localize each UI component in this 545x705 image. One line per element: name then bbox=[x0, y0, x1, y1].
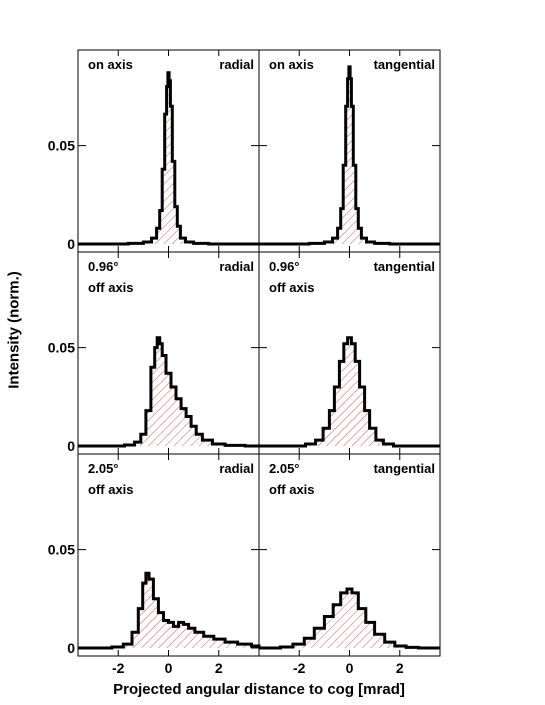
panel-5: 2.05° off axis radial bbox=[77, 453, 261, 657]
x-tick-label: 2 bbox=[396, 660, 404, 676]
panel-label-left: 0.96° bbox=[88, 259, 119, 274]
y-tick-label: 0.05 bbox=[48, 340, 75, 356]
panel-label-left: off axis bbox=[88, 280, 134, 295]
panel-6: 2.05° off axis tangential bbox=[258, 453, 441, 657]
panel-label-left: off axis bbox=[269, 482, 315, 497]
panel-label-left: off axis bbox=[269, 280, 315, 295]
histogram-outline bbox=[259, 65, 440, 246]
histogram-fill bbox=[78, 337, 259, 446]
histogram-outline bbox=[78, 71, 259, 246]
y-tick-label: 0.05 bbox=[48, 138, 75, 154]
histogram-fill bbox=[259, 337, 440, 446]
panel-4: 0.96° off axis tangential bbox=[258, 251, 441, 455]
x-tick-label: 0 bbox=[165, 660, 173, 676]
y-axis-title: Intensity (norm.) bbox=[5, 271, 23, 389]
y-tick-label: 0 bbox=[67, 640, 75, 656]
panel-label-left: off axis bbox=[88, 482, 134, 497]
x-axis-title: Projected angular distance to cog [mrad] bbox=[113, 681, 405, 698]
y-axis-title-wrap: Intensity (norm.) bbox=[2, 200, 26, 460]
histogram-fill bbox=[259, 589, 440, 648]
panel-label-left: on axis bbox=[88, 57, 133, 72]
panel-label-right: tangential bbox=[374, 259, 435, 274]
y-tick-label: 0 bbox=[67, 438, 75, 454]
panel-label-right: tangential bbox=[374, 461, 435, 476]
histogram-outline bbox=[259, 336, 440, 448]
panel-label-left: on axis bbox=[269, 57, 314, 72]
histogram-fill bbox=[78, 573, 259, 648]
y-tick-label: 0 bbox=[67, 236, 75, 252]
histogram-outline bbox=[259, 587, 440, 650]
panel-label-left: 2.05° bbox=[88, 461, 119, 476]
panel-1: on axis radial bbox=[77, 49, 260, 253]
panel-2: on axis tangential bbox=[258, 49, 441, 253]
histogram-fill bbox=[78, 72, 259, 244]
histogram-outline bbox=[78, 571, 261, 650]
x-tick-label: -2 bbox=[112, 660, 125, 676]
x-tick-label: -2 bbox=[293, 660, 306, 676]
panel-label-right: tangential bbox=[374, 57, 435, 72]
histogram-outline bbox=[78, 336, 259, 448]
histogram-fill bbox=[259, 66, 440, 245]
panel-label-right: radial bbox=[219, 461, 254, 476]
panel-label-right: radial bbox=[219, 57, 254, 72]
panel-label-left: 2.05° bbox=[269, 461, 300, 476]
panel-3: 0.96° off axis radial bbox=[77, 251, 260, 455]
y-tick-label: 0.05 bbox=[48, 542, 75, 558]
x-tick-label: 0 bbox=[346, 660, 354, 676]
panel-label-right: radial bbox=[219, 259, 254, 274]
x-tick-label: 2 bbox=[215, 660, 223, 676]
panel-label-left: 0.96° bbox=[269, 259, 300, 274]
